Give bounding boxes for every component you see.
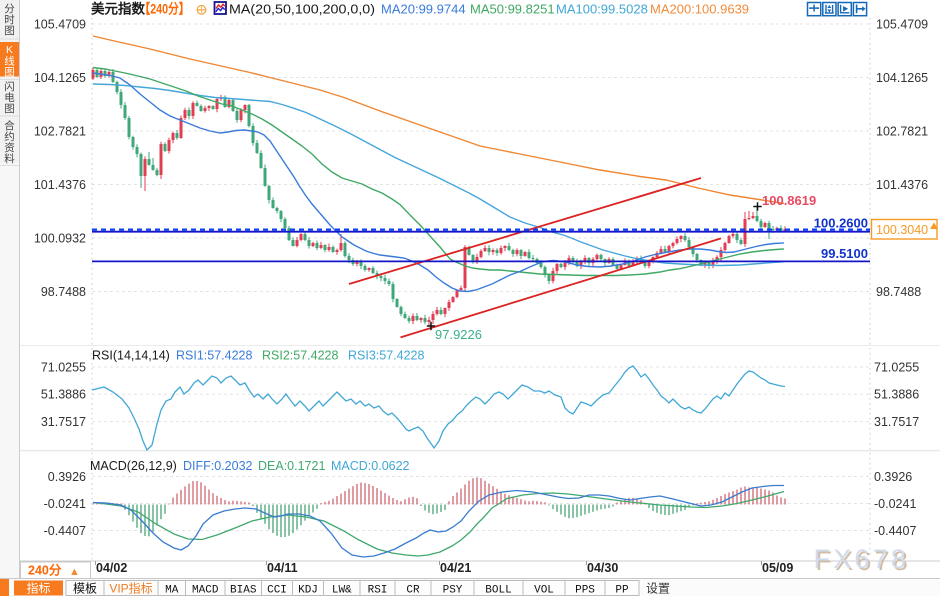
svg-text:PP: PP	[615, 585, 629, 596]
svg-text:MA200:100.9639: MA200:100.9639	[650, 2, 749, 17]
svg-text:104.1265: 104.1265	[34, 71, 86, 85]
svg-text:105.4709: 105.4709	[876, 17, 928, 31]
svg-text:资: 资	[4, 142, 15, 154]
svg-text:PSY: PSY	[443, 585, 463, 596]
svg-text:VIP指标: VIP指标	[109, 581, 152, 596]
svg-text:04/21: 04/21	[440, 561, 471, 575]
svg-text:分: 分	[4, 3, 15, 15]
svg-text:RSI1:57.4228: RSI1:57.4228	[176, 349, 252, 363]
svg-text:PPS: PPS	[575, 585, 595, 596]
svg-text:RSI2:57.4228: RSI2:57.4228	[262, 349, 338, 363]
svg-text:美元指数: 美元指数	[91, 1, 145, 17]
svg-text:-0.0241: -0.0241	[44, 497, 86, 511]
svg-text:-0.4407: -0.4407	[874, 524, 916, 538]
svg-text:【240分】: 【240分】	[140, 2, 190, 17]
svg-text:98.7488: 98.7488	[876, 285, 921, 299]
svg-text:MA100:99.5028: MA100:99.5028	[556, 2, 648, 17]
svg-text:闪: 闪	[4, 80, 15, 93]
svg-text:0.3926: 0.3926	[874, 470, 912, 484]
svg-text:102.7821: 102.7821	[876, 124, 928, 138]
svg-text:料: 料	[4, 152, 15, 165]
svg-text:RSI3:57.4228: RSI3:57.4228	[348, 349, 424, 363]
svg-text:MACD(26,12,9): MACD(26,12,9)	[90, 459, 177, 473]
svg-text:MA50:99.8251: MA50:99.8251	[470, 2, 555, 17]
svg-text:指标: 指标	[26, 581, 50, 596]
svg-text:04/11: 04/11	[267, 561, 298, 575]
svg-text:BOLL: BOLL	[485, 585, 511, 596]
svg-text:-0.4407: -0.4407	[44, 524, 86, 538]
svg-text:101.4376: 101.4376	[34, 178, 86, 192]
svg-text:设置: 设置	[646, 582, 670, 596]
svg-text:MA: MA	[165, 585, 179, 596]
svg-text:98.7488: 98.7488	[41, 285, 86, 299]
svg-text:05/09: 05/09	[762, 561, 793, 575]
svg-text:时: 时	[4, 14, 15, 26]
svg-text:▲: ▲	[69, 566, 80, 578]
svg-text:线: 线	[4, 55, 15, 68]
svg-text:99.5100: 99.5100	[821, 246, 868, 261]
svg-text:MA(20,50,100,200,0,0): MA(20,50,100,200,0,0)	[229, 2, 375, 17]
svg-text:VOL: VOL	[534, 585, 554, 596]
svg-text:04/02: 04/02	[96, 561, 127, 575]
svg-text:K: K	[6, 44, 13, 56]
svg-text:DEA:0.1721: DEA:0.1721	[258, 459, 325, 473]
svg-text:图: 图	[4, 25, 15, 37]
svg-text:71.0255: 71.0255	[41, 360, 86, 374]
svg-text:FX678: FX678	[814, 544, 910, 574]
svg-text:102.7821: 102.7821	[34, 124, 86, 138]
svg-text:71.0255: 71.0255	[874, 360, 919, 374]
svg-text:-0.0241: -0.0241	[874, 497, 916, 511]
svg-text:图: 图	[4, 67, 15, 79]
svg-text:LW&: LW&	[332, 585, 352, 596]
svg-text:51.3886: 51.3886	[41, 388, 86, 402]
svg-text:合: 合	[4, 119, 15, 132]
svg-text:104.1265: 104.1265	[876, 71, 928, 85]
svg-text:100.3040: 100.3040	[876, 223, 928, 237]
svg-text:电: 电	[4, 91, 15, 104]
svg-text:100.0932: 100.0932	[34, 231, 86, 245]
svg-text:97.9226: 97.9226	[435, 327, 482, 342]
svg-text:CCI: CCI	[267, 585, 287, 596]
svg-text:KDJ: KDJ	[298, 585, 318, 596]
svg-text:MACD: MACD	[192, 585, 219, 596]
svg-text:100.8619: 100.8619	[762, 193, 816, 208]
svg-text:0.3926: 0.3926	[48, 470, 86, 484]
svg-text:101.4376: 101.4376	[876, 178, 928, 192]
svg-text:FX678: FX678	[816, 546, 912, 576]
svg-text:RSI: RSI	[368, 585, 388, 596]
svg-text:DIFF:0.2032: DIFF:0.2032	[183, 459, 253, 473]
svg-text:31.7517: 31.7517	[41, 415, 86, 429]
svg-text:BIAS: BIAS	[230, 585, 257, 596]
svg-text:模板: 模板	[73, 582, 97, 596]
svg-text:MA20:99.9744: MA20:99.9744	[381, 2, 466, 17]
svg-text:240分: 240分	[28, 563, 62, 578]
svg-text:RSI(14,14,14): RSI(14,14,14)	[92, 349, 170, 363]
svg-text:51.3886: 51.3886	[874, 388, 919, 402]
svg-text:图: 图	[4, 103, 15, 115]
svg-text:04/30: 04/30	[587, 561, 618, 575]
svg-text:105.4709: 105.4709	[34, 17, 86, 31]
svg-text:100.2600: 100.2600	[814, 216, 868, 231]
svg-text:31.7517: 31.7517	[874, 415, 919, 429]
svg-text:MACD:0.0622: MACD:0.0622	[331, 459, 410, 473]
svg-text:约: 约	[4, 130, 15, 143]
svg-text:CR: CR	[406, 585, 420, 596]
